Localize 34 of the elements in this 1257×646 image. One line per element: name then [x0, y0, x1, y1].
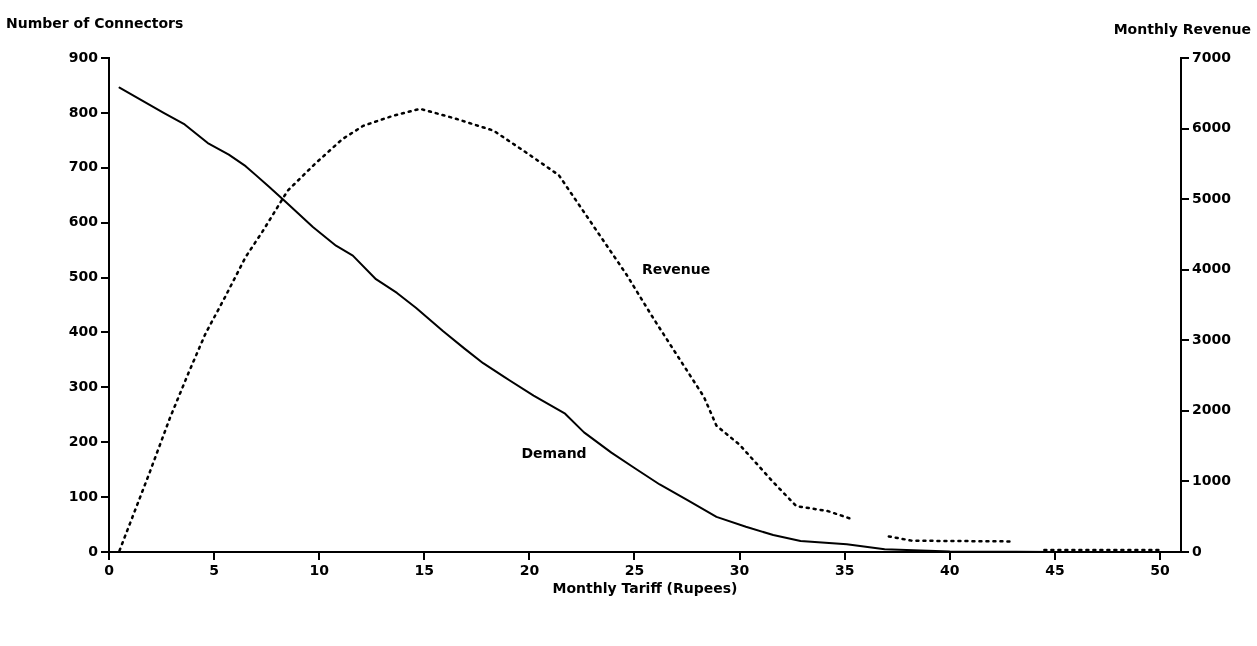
- y2-tick-label: 3000: [1192, 330, 1232, 347]
- x-tick-label: 35: [834, 562, 855, 579]
- y2-tick-label: 6000: [1192, 119, 1232, 136]
- x-axis-title: Monthly Tariff (Rupees): [552, 580, 738, 597]
- x-tick-label: 40: [940, 562, 960, 579]
- x-tick-label: 50: [1150, 562, 1170, 579]
- y2-tick-label: 0: [1192, 542, 1202, 559]
- y-tick-label: 200: [68, 432, 99, 449]
- y-tick-label: 0: [88, 542, 99, 559]
- y-tick-label: 100: [68, 487, 99, 504]
- x-tick-label: 25: [624, 562, 645, 579]
- y-tick-label: 400: [68, 323, 99, 340]
- x-tick-label: 10: [309, 562, 330, 579]
- y2-tick-label: 1000: [1192, 472, 1232, 489]
- x-tick-label: 45: [1045, 562, 1065, 579]
- y-tick-label: 600: [68, 213, 99, 230]
- y-tick-label: 800: [68, 103, 99, 120]
- y-tick-label: 900: [68, 48, 99, 65]
- y-tick-label: 300: [68, 377, 99, 394]
- y-axis-title: Number of Connectors: [6, 14, 184, 31]
- x-tick-label: 15: [414, 562, 435, 579]
- x-tick-label: 0: [104, 562, 115, 579]
- y2-tick-label: 7000: [1192, 48, 1232, 65]
- series-label: Demand: [521, 444, 587, 461]
- y2-tick-label: 2000: [1192, 401, 1232, 418]
- series-label: Revenue: [641, 260, 711, 277]
- y2-tick-label: 4000: [1192, 260, 1232, 277]
- x-tick-label: 5: [209, 562, 219, 579]
- y-tick-label: 700: [68, 158, 99, 175]
- x-tick-label: 30: [729, 562, 750, 579]
- y2-axis-title: Monthly Revenue: [1113, 20, 1251, 37]
- x-tick-label: 20: [519, 562, 540, 579]
- y-tick-label: 500: [68, 268, 99, 285]
- y2-tick-label: 5000: [1192, 189, 1232, 206]
